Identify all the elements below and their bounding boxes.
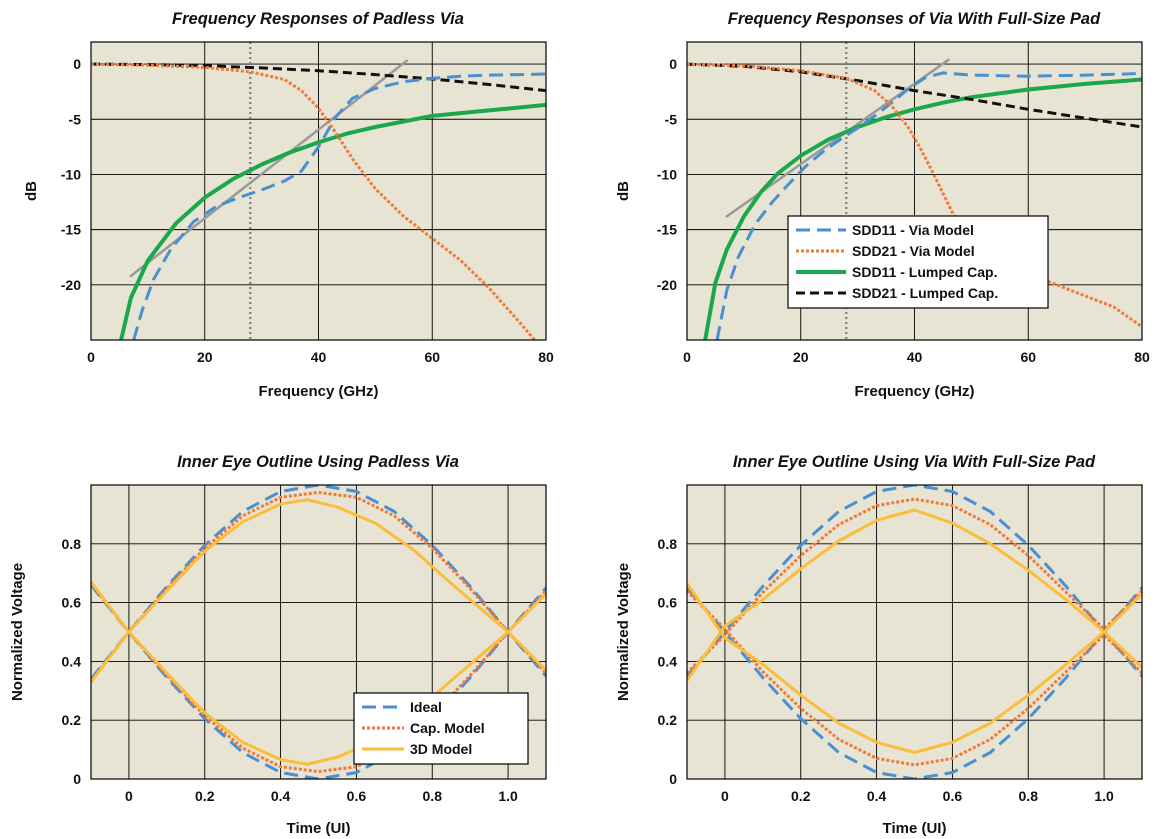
y-tick-label: 0	[669, 771, 677, 787]
y-axis-label: Normalized Voltage	[9, 563, 26, 701]
x-tick-label: 0	[87, 349, 95, 365]
series-line-3d-model	[687, 582, 1142, 754]
y-tick-label: -20	[657, 277, 677, 293]
y-tick-label: -15	[61, 222, 81, 238]
series-line-cap-model	[687, 497, 1142, 675]
x-tick-label: 0	[721, 788, 729, 804]
y-tick-label: -5	[69, 111, 82, 127]
x-tick-label: 0.2	[195, 788, 215, 804]
plot-border	[686, 484, 1143, 780]
y-axis-label: dB	[23, 181, 40, 201]
chart-panel-4: 0 0.2 0.4 0.6 0.8 1.0 0 0.2 0.4 0.6 0.8 Inner Eye O…	[615, 453, 1143, 837]
x-tick-label: 0.4	[271, 788, 291, 804]
legend-label: Cap. Model	[410, 720, 485, 736]
y-tick-label: -10	[657, 166, 677, 182]
chart-title: Inner Eye Outline Using Padless Via	[177, 453, 459, 471]
x-tick-label: 1.0	[498, 788, 518, 804]
series-line-sdd11-lumped-cap-	[703, 77, 1142, 340]
x-tick-label: 0.8	[1019, 788, 1039, 804]
x-tick-label: 60	[424, 349, 440, 365]
y-tick-label: 0.4	[658, 653, 678, 669]
series-line-ideal	[687, 586, 1142, 779]
legend-label: SDD11 - Via Model	[852, 222, 974, 238]
y-axis-label: Normalized Voltage	[615, 563, 632, 701]
x-tick-label: 80	[538, 349, 554, 365]
x-axis-label: Frequency (GHz)	[854, 383, 974, 400]
y-tick-label: 0	[73, 56, 81, 72]
chart-panel-3: 0 0.2 0.4 0.6 0.8 1.0 0 0.2 0.4 0.6 0.8 Inner Eye O…	[9, 453, 547, 837]
chart-title: Frequency Responses of Via With Full-Siz…	[728, 10, 1101, 28]
y-tick-label: 0.8	[62, 536, 82, 552]
series-line-ideal	[91, 485, 546, 678]
chart-panel-2: 0 20 40 60 80 0 -5 -10 -15 -20 Frequency Responses…	[615, 10, 1150, 400]
chart-title: Inner Eye Outline Using Via With Full-Si…	[733, 453, 1096, 471]
y-tick-label: -5	[665, 111, 678, 127]
legend-label: 3D Model	[410, 741, 472, 757]
legend-label: SDD21 - Lumped Cap.	[852, 285, 998, 301]
plot-border	[90, 484, 547, 780]
series-line-3d-model	[91, 498, 546, 672]
series-line-ideal	[91, 586, 546, 779]
y-tick-label: -15	[657, 222, 677, 238]
plot-border	[90, 41, 547, 341]
x-tick-label: 0.4	[867, 788, 887, 804]
x-tick-label: 0.6	[943, 788, 963, 804]
y-tick-label: 0.8	[658, 536, 678, 552]
y-tick-label: 0.6	[62, 595, 82, 611]
legend: Ideal Cap. Model 3D Model	[353, 692, 529, 765]
series-line-sdd11-via-model	[132, 72, 546, 340]
series-line-cap-model	[91, 589, 546, 774]
x-tick-label: 60	[1020, 349, 1036, 365]
x-axis-label: Time (UI)	[883, 820, 947, 837]
legend: SDD11 - Via Model SDD21 - Via Model SDD11 …	[787, 215, 1049, 309]
series-line-sdd21-via-model	[687, 62, 1142, 329]
series-line-sdd11-via-model	[715, 71, 1142, 340]
series-line-sdd11-lumped-cap-	[119, 102, 546, 340]
y-tick-label: -20	[61, 277, 81, 293]
x-tick-label: 1.0	[1094, 788, 1114, 804]
y-tick-label: 0.2	[658, 712, 678, 728]
x-axis-label: Time (UI)	[287, 820, 351, 837]
x-tick-label: 0.8	[423, 788, 443, 804]
series-line-ideal	[687, 485, 1142, 678]
series-line-3d-model	[91, 592, 546, 766]
chart-title: Frequency Responses of Padless Via	[172, 10, 464, 28]
y-tick-label: 0	[669, 56, 677, 72]
y-tick-label: -10	[61, 166, 81, 182]
y-axis-label: dB	[615, 181, 632, 201]
x-tick-label: 0.6	[347, 788, 367, 804]
x-tick-label: 40	[907, 349, 923, 365]
x-tick-label: 0.2	[791, 788, 811, 804]
chart-panel-1: 0 20 40 60 80 0 -5 -10 -15 -20 Frequency Responses…	[23, 10, 554, 400]
x-axis-label: Frequency (GHz)	[258, 383, 378, 400]
x-tick-label: 20	[197, 349, 213, 365]
legend-label: SDD11 - Lumped Cap.	[852, 264, 997, 280]
y-tick-label: 0.2	[62, 712, 82, 728]
y-tick-label: 0.6	[658, 595, 678, 611]
x-tick-label: 80	[1134, 349, 1150, 365]
series-line-cap-model	[91, 490, 546, 675]
series-line-cap-model	[687, 589, 1142, 767]
legend-label: Ideal	[410, 699, 442, 715]
y-tick-label: 0.4	[62, 653, 82, 669]
series-line-3d-model	[687, 508, 1142, 682]
x-tick-label: 0	[125, 788, 133, 804]
x-tick-label: 0	[683, 349, 691, 365]
plot-area	[687, 485, 1142, 779]
x-tick-label: 40	[311, 349, 327, 365]
legend-label: SDD21 - Via Model	[852, 243, 975, 259]
y-tick-label: 0	[73, 771, 81, 787]
series-line-sdd21-via-model	[91, 62, 536, 340]
plot-border	[686, 41, 1143, 341]
x-tick-label: 20	[793, 349, 809, 365]
